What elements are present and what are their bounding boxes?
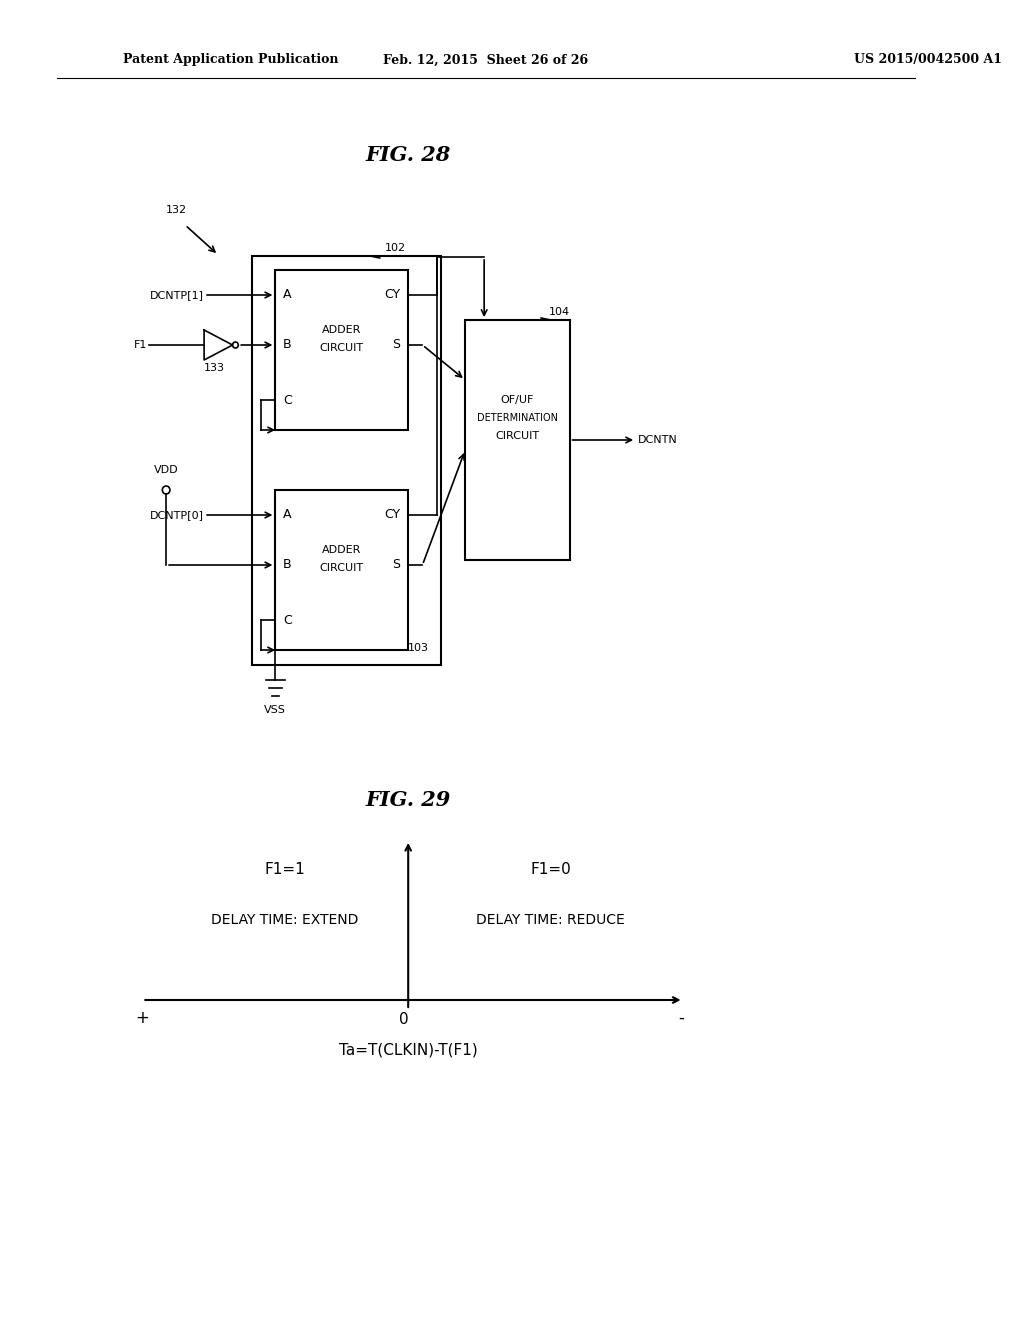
Text: F1=1: F1=1 xyxy=(264,862,305,878)
Text: CY: CY xyxy=(384,289,400,301)
Text: S: S xyxy=(392,338,400,351)
Text: ADDER: ADDER xyxy=(323,545,361,554)
Text: B: B xyxy=(283,338,292,351)
Text: 0: 0 xyxy=(398,1012,409,1027)
Text: Ta=T(CLKIN)-T(F1): Ta=T(CLKIN)-T(F1) xyxy=(339,1043,477,1057)
Text: 104: 104 xyxy=(549,308,569,317)
Text: Patent Application Publication: Patent Application Publication xyxy=(124,54,339,66)
Text: FIG. 29: FIG. 29 xyxy=(366,789,451,810)
Text: DELAY TIME: EXTEND: DELAY TIME: EXTEND xyxy=(211,913,358,927)
Text: CY: CY xyxy=(384,508,400,521)
Text: 103: 103 xyxy=(409,643,429,653)
Text: DCNTP[0]: DCNTP[0] xyxy=(151,510,204,520)
Text: B: B xyxy=(283,558,292,572)
Text: S: S xyxy=(392,558,400,572)
Bar xyxy=(275,490,409,649)
Text: 102: 102 xyxy=(384,243,406,253)
Text: US 2015/0042500 A1: US 2015/0042500 A1 xyxy=(854,54,1002,66)
Text: DETERMINATION: DETERMINATION xyxy=(477,413,558,422)
Text: C: C xyxy=(283,614,292,627)
Text: +: + xyxy=(135,1008,150,1027)
Text: VDD: VDD xyxy=(154,465,178,475)
Text: DCNTP[1]: DCNTP[1] xyxy=(151,290,204,300)
Text: 132: 132 xyxy=(166,205,187,215)
Text: CIRCUIT: CIRCUIT xyxy=(319,564,364,573)
Text: F1=0: F1=0 xyxy=(530,862,571,878)
Text: 133: 133 xyxy=(204,363,225,374)
Text: -: - xyxy=(679,1008,685,1027)
Text: A: A xyxy=(283,508,292,521)
Text: DELAY TIME: REDUCE: DELAY TIME: REDUCE xyxy=(476,913,625,927)
Text: OF/UF: OF/UF xyxy=(501,395,535,405)
Text: Feb. 12, 2015  Sheet 26 of 26: Feb. 12, 2015 Sheet 26 of 26 xyxy=(383,54,589,66)
Text: ADDER: ADDER xyxy=(323,325,361,335)
Text: FIG. 28: FIG. 28 xyxy=(366,145,451,165)
Text: A: A xyxy=(283,289,292,301)
Text: CIRCUIT: CIRCUIT xyxy=(496,432,540,441)
Text: CIRCUIT: CIRCUIT xyxy=(319,343,364,352)
Text: DCNTN: DCNTN xyxy=(638,436,678,445)
Bar xyxy=(465,319,569,560)
Text: VSS: VSS xyxy=(264,705,287,715)
Bar xyxy=(275,271,409,430)
Text: C: C xyxy=(283,393,292,407)
Text: F1: F1 xyxy=(134,341,147,350)
Bar xyxy=(252,256,441,665)
